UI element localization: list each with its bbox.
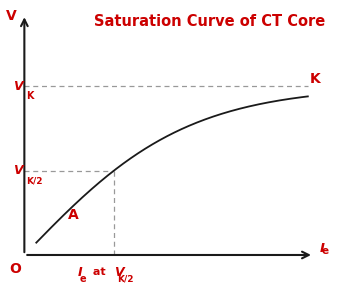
Text: K: K	[26, 91, 33, 101]
Text: Saturation Curve of CT Core: Saturation Curve of CT Core	[94, 14, 325, 29]
Text: V: V	[114, 266, 123, 279]
Text: e: e	[79, 274, 86, 284]
Text: A: A	[68, 208, 79, 221]
Text: V: V	[13, 164, 23, 177]
Text: V: V	[6, 10, 17, 23]
Text: I: I	[78, 266, 83, 279]
Text: O: O	[10, 262, 21, 276]
Text: K/2: K/2	[26, 176, 42, 185]
Text: V: V	[13, 80, 23, 93]
Text: K: K	[310, 73, 321, 86]
Text: at: at	[88, 267, 109, 277]
Text: I: I	[320, 242, 325, 255]
Text: e: e	[321, 246, 329, 255]
Text: K/2: K/2	[117, 274, 133, 283]
